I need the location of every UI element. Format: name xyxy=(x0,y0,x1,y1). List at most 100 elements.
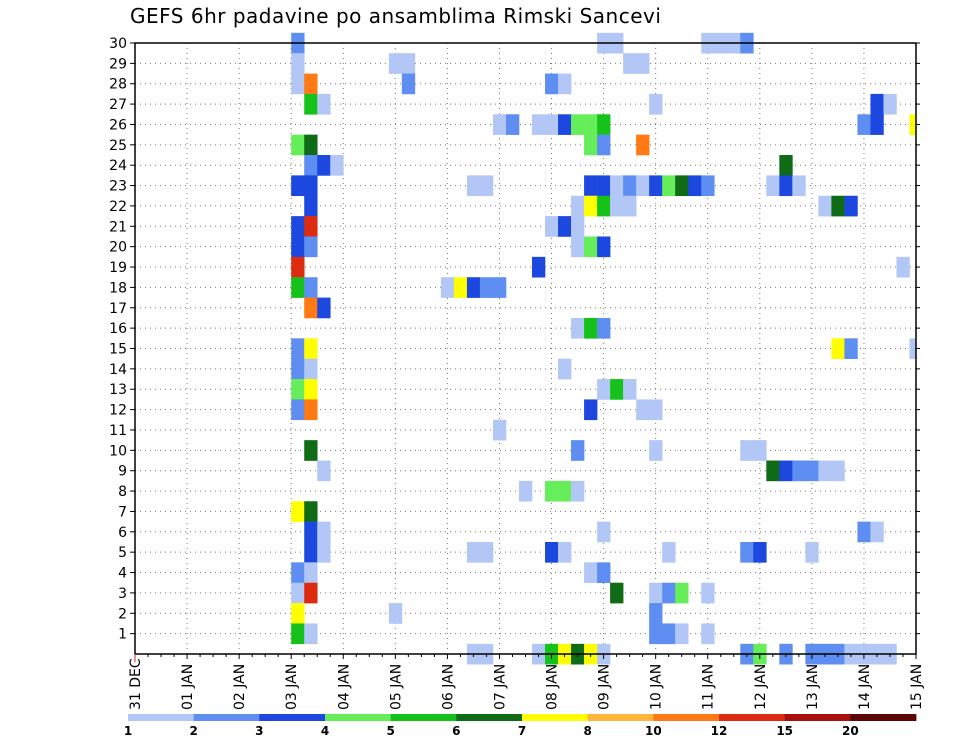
heatmap-cell xyxy=(401,53,416,74)
heatmap-cell xyxy=(466,277,481,298)
heatmap-cell xyxy=(636,175,650,197)
y-tick-label: 10 xyxy=(109,443,127,459)
heatmap-cell xyxy=(597,175,611,197)
colorbar-label: 20 xyxy=(842,724,859,738)
heatmap-cell xyxy=(317,155,331,176)
y-tick-label: 1 xyxy=(118,627,127,643)
colorbar-swatch xyxy=(128,714,195,721)
heatmap-cell xyxy=(584,317,598,339)
chart-title: GEFS 6hr padavine po ansamblima Rimski S… xyxy=(130,4,662,28)
colorbar-swatch xyxy=(522,714,589,721)
heatmap-cell xyxy=(571,216,585,237)
heatmap-cell xyxy=(291,399,305,421)
heatmap-cell xyxy=(466,175,481,197)
x-tick-label: 02 JAN xyxy=(232,664,248,710)
heatmap-cell xyxy=(401,73,416,95)
heatmap-cell xyxy=(766,175,780,197)
heatmap-cell xyxy=(623,175,637,197)
colorbar-label: 2 xyxy=(189,724,197,738)
x-tick-label: 09 JAN xyxy=(597,664,613,710)
heatmap-cell xyxy=(291,582,305,604)
heatmap-cell xyxy=(636,53,650,74)
heatmap-cell xyxy=(291,236,305,258)
y-tick-label: 13 xyxy=(109,382,127,398)
heatmap-cell xyxy=(649,582,663,604)
heatmap-cell xyxy=(779,155,793,176)
y-tick-label: 11 xyxy=(109,423,127,439)
heatmap-cell xyxy=(304,277,318,298)
y-tick-label: 29 xyxy=(109,56,127,72)
colorbar-swatch xyxy=(653,714,720,721)
colorbar-swatch xyxy=(784,714,851,721)
heatmap-cell xyxy=(304,399,318,421)
heatmap-cell xyxy=(740,440,754,461)
heatmap-cell xyxy=(571,480,585,502)
x-tick-label: 01 JAN xyxy=(180,664,196,710)
y-tick-label: 2 xyxy=(118,606,127,622)
x-tick-label: 08 JAN xyxy=(545,664,561,710)
heatmap-cell xyxy=(304,623,318,645)
heatmap-cell xyxy=(545,73,559,95)
heatmap-cell xyxy=(649,175,663,197)
heatmap-cell xyxy=(304,379,318,400)
colorbar-label: 6 xyxy=(452,724,460,738)
heatmap-cell xyxy=(623,53,637,74)
heatmap-cell xyxy=(532,114,546,135)
heatmap-cell xyxy=(597,195,611,217)
heatmap-cell xyxy=(649,93,663,115)
heatmap-cell xyxy=(623,379,637,400)
heatmap-cell xyxy=(662,175,676,197)
heatmap-cell xyxy=(584,134,598,156)
heatmap-cell xyxy=(779,460,793,482)
y-axis-ticks: 1234567891011121314151617181920212223242… xyxy=(109,36,920,643)
heatmap-cell xyxy=(818,195,832,217)
heatmap-cell xyxy=(571,440,585,461)
colorbar-label: 3 xyxy=(255,724,263,738)
heatmap-cell xyxy=(597,562,611,584)
heatmap-cell xyxy=(492,277,507,298)
heatmap-cell xyxy=(558,216,572,237)
heatmap-cell xyxy=(317,460,331,482)
heatmap-cell xyxy=(831,195,845,217)
heatmap-cell xyxy=(291,53,305,74)
heatmap-cell xyxy=(479,541,494,563)
heatmap-cell xyxy=(688,175,702,197)
heatmap-cell xyxy=(610,379,624,400)
colorbar-swatch xyxy=(193,714,260,721)
heatmap-cell xyxy=(610,175,624,197)
y-tick-label: 22 xyxy=(109,199,127,215)
heatmap-cell xyxy=(584,236,598,258)
heatmap-cell xyxy=(466,541,481,563)
heatmap-cell xyxy=(623,195,637,217)
y-tick-label: 9 xyxy=(118,464,127,480)
heatmap-cell xyxy=(304,175,318,197)
y-tick-label: 23 xyxy=(109,179,127,195)
y-tick-label: 20 xyxy=(109,240,127,256)
heatmap-cell xyxy=(571,317,585,339)
colorbar-label: 4 xyxy=(321,724,329,738)
heatmap-cell xyxy=(304,521,318,543)
x-tick-label: 14 JAN xyxy=(857,664,873,710)
heatmap-cell xyxy=(675,175,689,197)
heatmap-cell xyxy=(291,175,305,197)
heatmap-cell xyxy=(317,521,331,543)
colorbar-label: 5 xyxy=(386,724,394,738)
heatmap-cell xyxy=(857,114,871,135)
x-axis-ticks: 31 DEC 01 JAN 02 JAN 03 JAN 04 JAN 05 JAN 06 J… xyxy=(128,654,925,710)
heatmap-cell xyxy=(304,134,318,156)
heatmap-cell xyxy=(330,155,344,176)
heatmap-cell xyxy=(649,399,663,421)
colorbar-label: 12 xyxy=(711,724,728,738)
heatmap-cell xyxy=(304,582,318,604)
heatmap-cell xyxy=(636,134,650,156)
colorbar-label: 8 xyxy=(583,724,591,738)
heatmap-cell xyxy=(291,134,305,156)
heatmap-cell xyxy=(597,114,611,135)
y-tick-label: 27 xyxy=(109,97,127,113)
heatmap-cell xyxy=(909,338,917,359)
heatmap-cell xyxy=(909,114,917,135)
colorbar-swatch xyxy=(587,714,654,721)
heatmap-cell xyxy=(779,175,793,197)
heatmap-cell xyxy=(545,114,559,135)
